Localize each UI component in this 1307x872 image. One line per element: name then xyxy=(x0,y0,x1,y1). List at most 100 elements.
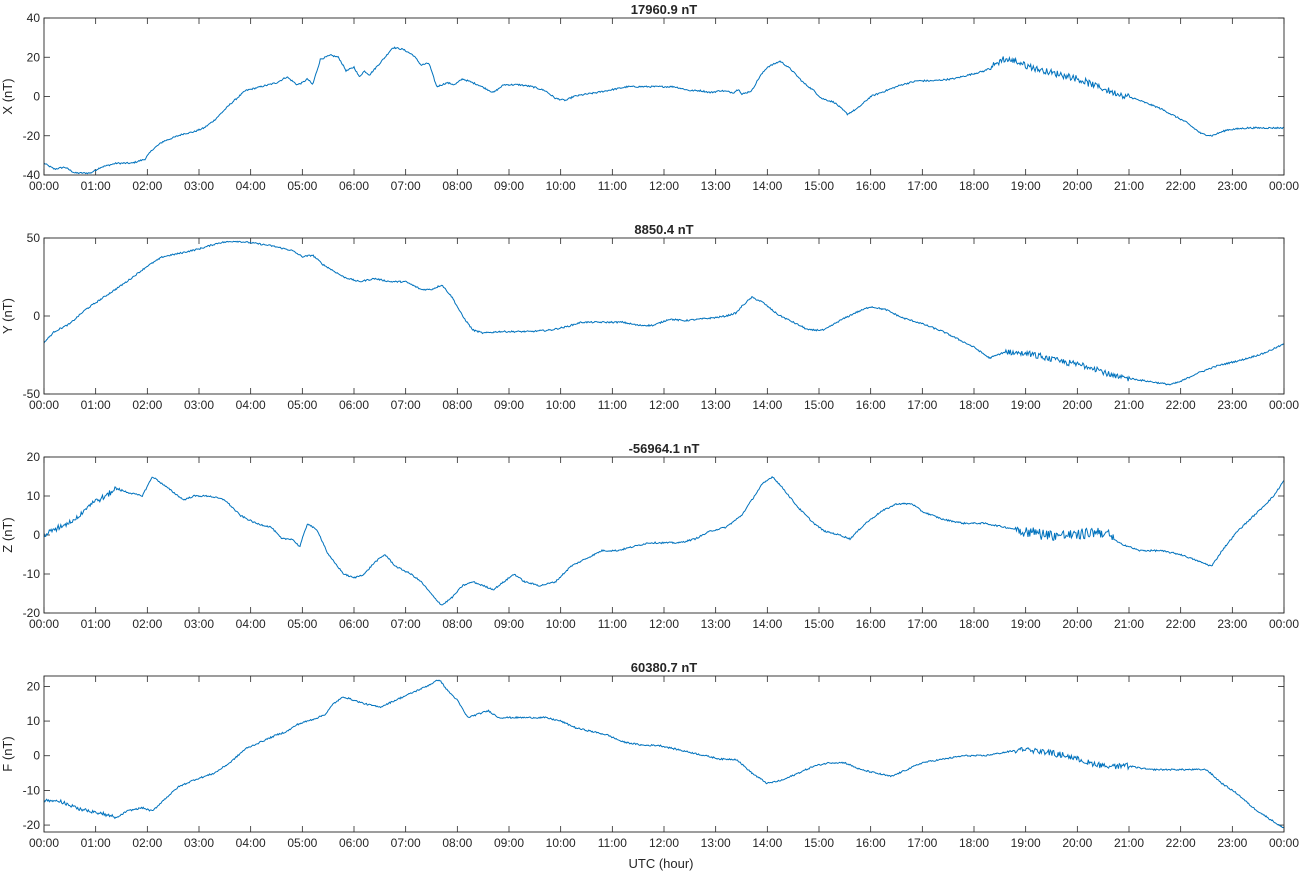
panel-title: 8850.4 nT xyxy=(634,222,693,237)
x-tick-label: 08:00 xyxy=(442,398,472,412)
x-tick-label: 02:00 xyxy=(132,398,162,412)
y-tick-label: 50 xyxy=(27,231,41,245)
x-tick-label: 05:00 xyxy=(287,179,317,193)
x-tick-label: 10:00 xyxy=(546,617,576,631)
x-tick-label: 19:00 xyxy=(1011,179,1041,193)
y-tick-label: 20 xyxy=(27,50,41,64)
x-tick-label: 14:00 xyxy=(752,398,782,412)
y-tick-label: -40 xyxy=(23,168,41,182)
y-tick-label: -20 xyxy=(23,818,41,832)
panel-title: 60380.7 nT xyxy=(631,660,698,675)
x-tick-label: 00:00 xyxy=(1269,398,1299,412)
x-tick-label: 01:00 xyxy=(81,398,111,412)
y-tick-label: -10 xyxy=(23,783,41,797)
x-tick-label: 00:00 xyxy=(29,617,59,631)
x-tick-label: 03:00 xyxy=(184,179,214,193)
y-tick-label: -50 xyxy=(23,387,41,401)
x-tick-label: 04:00 xyxy=(236,836,266,850)
x-tick-label: 04:00 xyxy=(236,179,266,193)
y-axis-label: Z (nT) xyxy=(0,517,15,552)
series-line-1 xyxy=(44,679,1284,829)
panels: 17960.9 nT X (nT) 00:00 01:00 02:00 03:00 04:0… xyxy=(0,2,1299,850)
x-tick-label: 14:00 xyxy=(752,617,782,631)
x-tick-label: 17:00 xyxy=(907,398,937,412)
x-tick-label: 21:00 xyxy=(1114,836,1144,850)
y-tick-label: 20 xyxy=(27,450,41,464)
x-tick-label: 20:00 xyxy=(1062,179,1092,193)
x-tick-label: 17:00 xyxy=(907,836,937,850)
x-tick-label: 09:00 xyxy=(494,398,524,412)
x-tick-label: 12:00 xyxy=(649,179,679,193)
x-tick-label: 22:00 xyxy=(1166,398,1196,412)
x-tick-label: 09:00 xyxy=(494,836,524,850)
x-tick-label: 10:00 xyxy=(546,179,576,193)
x-tick-label: 08:00 xyxy=(442,617,472,631)
x-tick-label: 11:00 xyxy=(598,836,627,850)
y-tick-label: 10 xyxy=(27,489,41,503)
x-tick-label: 15:00 xyxy=(804,179,834,193)
x-tick-label: 07:00 xyxy=(391,398,421,412)
y-tick-label: -10 xyxy=(23,567,41,581)
y-tick-label: -20 xyxy=(23,606,41,620)
x-tick-label: 20:00 xyxy=(1062,398,1092,412)
y-axis-label: X (nT) xyxy=(0,78,15,114)
x-tick-label: 05:00 xyxy=(287,617,317,631)
x-tick-label: 20:00 xyxy=(1062,836,1092,850)
x-tick-label: 23:00 xyxy=(1217,836,1247,850)
x-tick-label: 04:00 xyxy=(236,398,266,412)
x-tick-label: 22:00 xyxy=(1166,179,1196,193)
x-tick-label: 21:00 xyxy=(1114,617,1144,631)
x-tick-label: 00:00 xyxy=(29,836,59,850)
x-tick-label: 09:00 xyxy=(494,179,524,193)
y-tick-label: 40 xyxy=(27,11,41,25)
x-tick-label: 03:00 xyxy=(184,617,214,631)
x-tick-label: 11:00 xyxy=(598,617,627,631)
x-tick-label: 21:00 xyxy=(1114,398,1144,412)
x-tick-label: 00:00 xyxy=(1269,617,1299,631)
x-tick-label: 17:00 xyxy=(907,617,937,631)
x-tick-label: 13:00 xyxy=(701,836,731,850)
x-tick-label: 15:00 xyxy=(804,398,834,412)
series-line-1 xyxy=(44,476,1284,606)
x-tick-label: 16:00 xyxy=(856,179,886,193)
panel-title: 17960.9 nT xyxy=(631,2,698,17)
x-tick-label: 02:00 xyxy=(132,836,162,850)
x-tick-label: 00:00 xyxy=(29,398,59,412)
y-tick-label: 10 xyxy=(27,714,41,728)
x-tick-label: 13:00 xyxy=(701,179,731,193)
y-axis-label: F (nT) xyxy=(0,736,15,771)
x-tick-label: 08:00 xyxy=(442,179,472,193)
y-axis-label: Y (nT) xyxy=(0,298,15,334)
x-tick-label: 03:00 xyxy=(184,836,214,850)
x-tick-label: 19:00 xyxy=(1011,836,1041,850)
x-tick-label: 11:00 xyxy=(598,179,627,193)
panel-3: -56964.1 nT Z (nT) 00:00 01:00 02:00 03:00 04:… xyxy=(0,441,1299,631)
x-tick-label: 03:00 xyxy=(184,398,214,412)
x-tick-label: 00:00 xyxy=(1269,179,1299,193)
x-tick-label: 06:00 xyxy=(339,836,369,850)
x-tick-label: 16:00 xyxy=(856,617,886,631)
x-tick-label: 19:00 xyxy=(1011,398,1041,412)
x-tick-label: 10:00 xyxy=(546,398,576,412)
x-tick-label: 05:00 xyxy=(287,398,317,412)
y-tick-label: 0 xyxy=(33,90,40,104)
x-tick-label: 07:00 xyxy=(391,617,421,631)
x-axis-label: UTC (hour) xyxy=(628,856,693,871)
x-tick-label: 18:00 xyxy=(959,836,989,850)
x-tick-label: 06:00 xyxy=(339,179,369,193)
x-tick-label: 15:00 xyxy=(804,836,834,850)
x-tick-label: 08:00 xyxy=(442,836,472,850)
panel-2: 8850.4 nT Y (nT) 00:00 01:00 02:00 03:00 04:00… xyxy=(0,222,1299,412)
y-tick-label: 0 xyxy=(33,528,40,542)
x-tick-label: 05:00 xyxy=(287,836,317,850)
x-tick-label: 17:00 xyxy=(907,179,937,193)
x-tick-label: 16:00 xyxy=(856,398,886,412)
x-tick-label: 09:00 xyxy=(494,617,524,631)
x-tick-label: 07:00 xyxy=(391,179,421,193)
panel-4: 60380.7 nT F (nT) 00:00 01:00 02:00 03:00 04:0… xyxy=(0,660,1299,850)
x-tick-label: 04:00 xyxy=(236,617,266,631)
x-tick-label: 12:00 xyxy=(649,617,679,631)
x-tick-label: 07:00 xyxy=(391,836,421,850)
x-tick-label: 14:00 xyxy=(752,836,782,850)
